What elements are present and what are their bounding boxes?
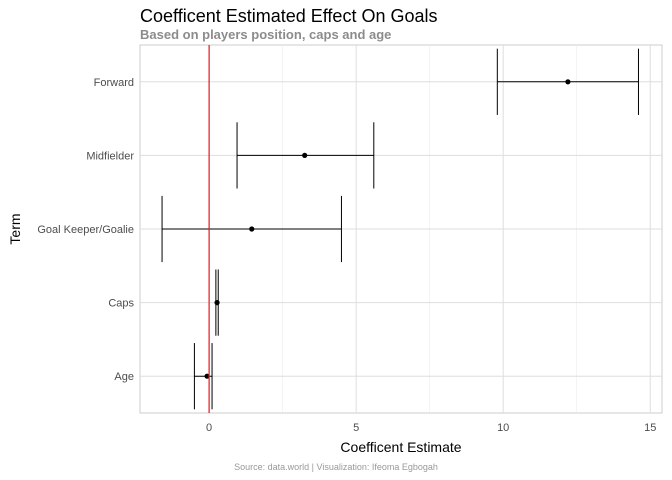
x-axis-title: Coefficent Estimate (340, 439, 461, 455)
chart-caption: Source: data.world | Visualization: Ifeo… (234, 462, 438, 472)
y-tick-label: Age (114, 371, 134, 383)
chart-title: Coefficent Estimated Effect On Goals (140, 6, 438, 26)
x-tick-label: 0 (206, 422, 212, 434)
x-tick-label: 10 (497, 422, 509, 434)
y-tick-label: Caps (108, 298, 134, 310)
x-tick-label: 15 (644, 422, 656, 434)
estimate-point (204, 373, 210, 379)
y-tick-label: Midfielder (86, 150, 134, 162)
estimate-point (214, 300, 220, 306)
y-axis-title: Term (7, 213, 23, 244)
y-tick-label: Goal Keeper/Goalie (37, 224, 134, 236)
x-tick-label: 5 (353, 422, 359, 434)
estimate-point (249, 226, 255, 232)
y-tick-label: Forward (94, 77, 134, 89)
chart-subtitle: Based on players position, caps and age (140, 27, 392, 42)
estimate-point (302, 152, 308, 158)
estimate-point (565, 79, 571, 85)
